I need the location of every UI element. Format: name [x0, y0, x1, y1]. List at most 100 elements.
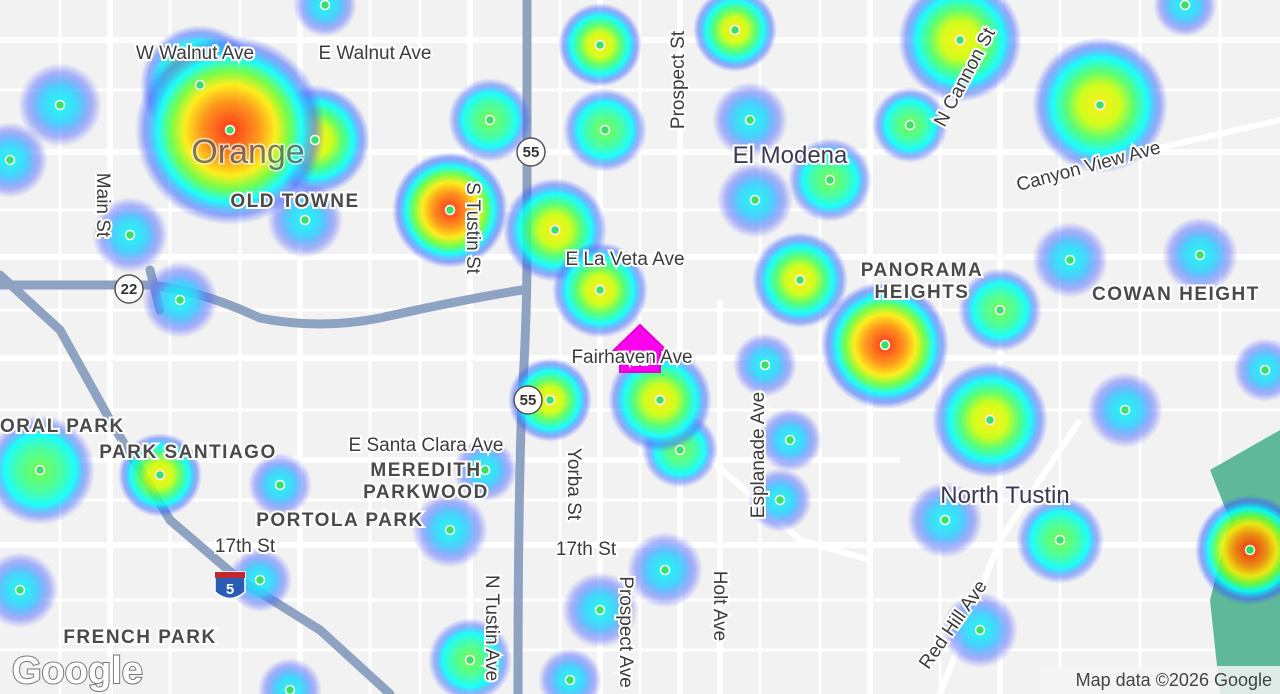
route-shield: 22	[121, 281, 138, 298]
street-label: N Tustin Ave	[481, 575, 502, 681]
area-label: HEIGHTS	[875, 282, 970, 303]
location-dot[interactable]	[659, 564, 671, 576]
area-label: PANORAMA	[861, 260, 983, 281]
location-dot[interactable]	[564, 674, 576, 686]
street-label: Main St	[92, 173, 113, 238]
location-dot[interactable]	[254, 574, 266, 586]
location-dot[interactable]	[544, 394, 556, 406]
location-dot[interactable]	[549, 224, 561, 236]
location-dot[interactable]	[34, 464, 46, 476]
area-label: PORTOLA PARK	[256, 510, 424, 531]
location-dot[interactable]	[224, 124, 236, 136]
location-dot[interactable]	[674, 444, 686, 456]
place-label: North Tustin	[940, 482, 1069, 509]
heat-blob	[0, 415, 95, 525]
location-dot[interactable]	[774, 494, 786, 506]
heat-blob	[1233, 338, 1280, 402]
location-dot[interactable]	[284, 684, 296, 694]
heat-blob	[1153, 0, 1217, 37]
location-dot[interactable]	[594, 604, 606, 616]
location-dot[interactable]	[744, 114, 756, 126]
location-dot[interactable]	[174, 294, 186, 306]
location-dot[interactable]	[599, 124, 611, 136]
location-dot[interactable]	[939, 514, 951, 526]
location-dot[interactable]	[1259, 364, 1271, 376]
street-label: 17th St	[215, 536, 276, 557]
location-dot[interactable]	[444, 524, 456, 536]
heat-blob	[258, 658, 322, 694]
location-dot[interactable]	[444, 204, 456, 216]
location-dot[interactable]	[984, 414, 996, 426]
location-dot[interactable]	[484, 114, 496, 126]
location-dot[interactable]	[974, 624, 986, 636]
location-dot[interactable]	[1194, 249, 1206, 261]
street-label: E Santa Clara Ave	[349, 435, 504, 456]
heat-blob	[898, 0, 1022, 102]
area-label: OLD TOWNE	[230, 191, 359, 212]
street-label: E La Veta Ave	[565, 249, 684, 270]
location-dot[interactable]	[4, 154, 16, 166]
heat-blob	[293, 0, 357, 37]
area-label: FRENCH PARK	[63, 627, 216, 648]
area-label: PARK SANTIAGO	[99, 442, 276, 463]
location-dot[interactable]	[299, 214, 311, 226]
location-dot[interactable]	[749, 194, 761, 206]
location-dot[interactable]	[594, 39, 606, 51]
place-label: El Modena	[733, 142, 848, 169]
location-dot[interactable]	[1244, 544, 1256, 556]
route-shield: 5	[226, 581, 234, 598]
location-dot[interactable]	[904, 119, 916, 131]
location-dot[interactable]	[309, 134, 321, 146]
route-shields: 55 55 22 5	[114, 137, 546, 600]
area-label: MEREDITH	[370, 460, 481, 481]
street-label: Prospect Ave	[615, 576, 636, 688]
location-dot[interactable]	[194, 79, 206, 91]
heat-blob	[0, 552, 58, 628]
heat-blob	[538, 648, 602, 694]
street-label: Yorba St	[563, 448, 584, 521]
area-label: PARKWOOD	[363, 482, 489, 503]
route-shield: 55	[520, 392, 537, 409]
location-dot[interactable]	[879, 339, 891, 351]
location-dot[interactable]	[994, 304, 1006, 316]
location-dot[interactable]	[479, 464, 491, 476]
street-label: S Tustin St	[462, 182, 483, 275]
street-label: Holt Ave	[709, 571, 730, 641]
street-label: Fairhaven Ave	[571, 347, 692, 368]
street-label: E Walnut Ave	[318, 43, 431, 64]
area-label: COWAN HEIGHT	[1092, 284, 1260, 305]
location-dot[interactable]	[794, 274, 806, 286]
street-label: W Walnut Ave	[136, 43, 254, 64]
location-dot[interactable]	[124, 229, 136, 241]
location-dot[interactable]	[759, 359, 771, 371]
location-dot[interactable]	[784, 434, 796, 446]
heat-blob	[1195, 495, 1280, 605]
location-dot[interactable]	[154, 469, 166, 481]
street-label: Esplanade Ave	[748, 392, 769, 518]
street-label: 17th St	[556, 539, 617, 560]
area-label: ORAL PARK	[0, 416, 125, 437]
place-label: Orange	[191, 133, 304, 171]
location-dot[interactable]	[954, 34, 966, 46]
location-dot[interactable]	[464, 654, 476, 666]
heat-blob	[0, 122, 48, 198]
route-shield: 55	[523, 144, 540, 161]
home-marker	[611, 323, 669, 373]
location-dot[interactable]	[1119, 404, 1131, 416]
location-dot[interactable]	[594, 284, 606, 296]
location-dot[interactable]	[1094, 99, 1106, 111]
location-dot[interactable]	[1064, 254, 1076, 266]
location-dot[interactable]	[729, 24, 741, 36]
location-dot[interactable]	[824, 174, 836, 186]
heat-blob	[693, 0, 777, 72]
street-label: Prospect St	[668, 30, 689, 129]
location-dot[interactable]	[1054, 534, 1066, 546]
location-dot[interactable]	[14, 584, 26, 596]
location-dot[interactable]	[654, 394, 666, 406]
location-dot[interactable]	[54, 99, 66, 111]
location-dot[interactable]	[274, 479, 286, 491]
location-dot[interactable]	[319, 0, 331, 11]
location-dot[interactable]	[1179, 0, 1191, 11]
